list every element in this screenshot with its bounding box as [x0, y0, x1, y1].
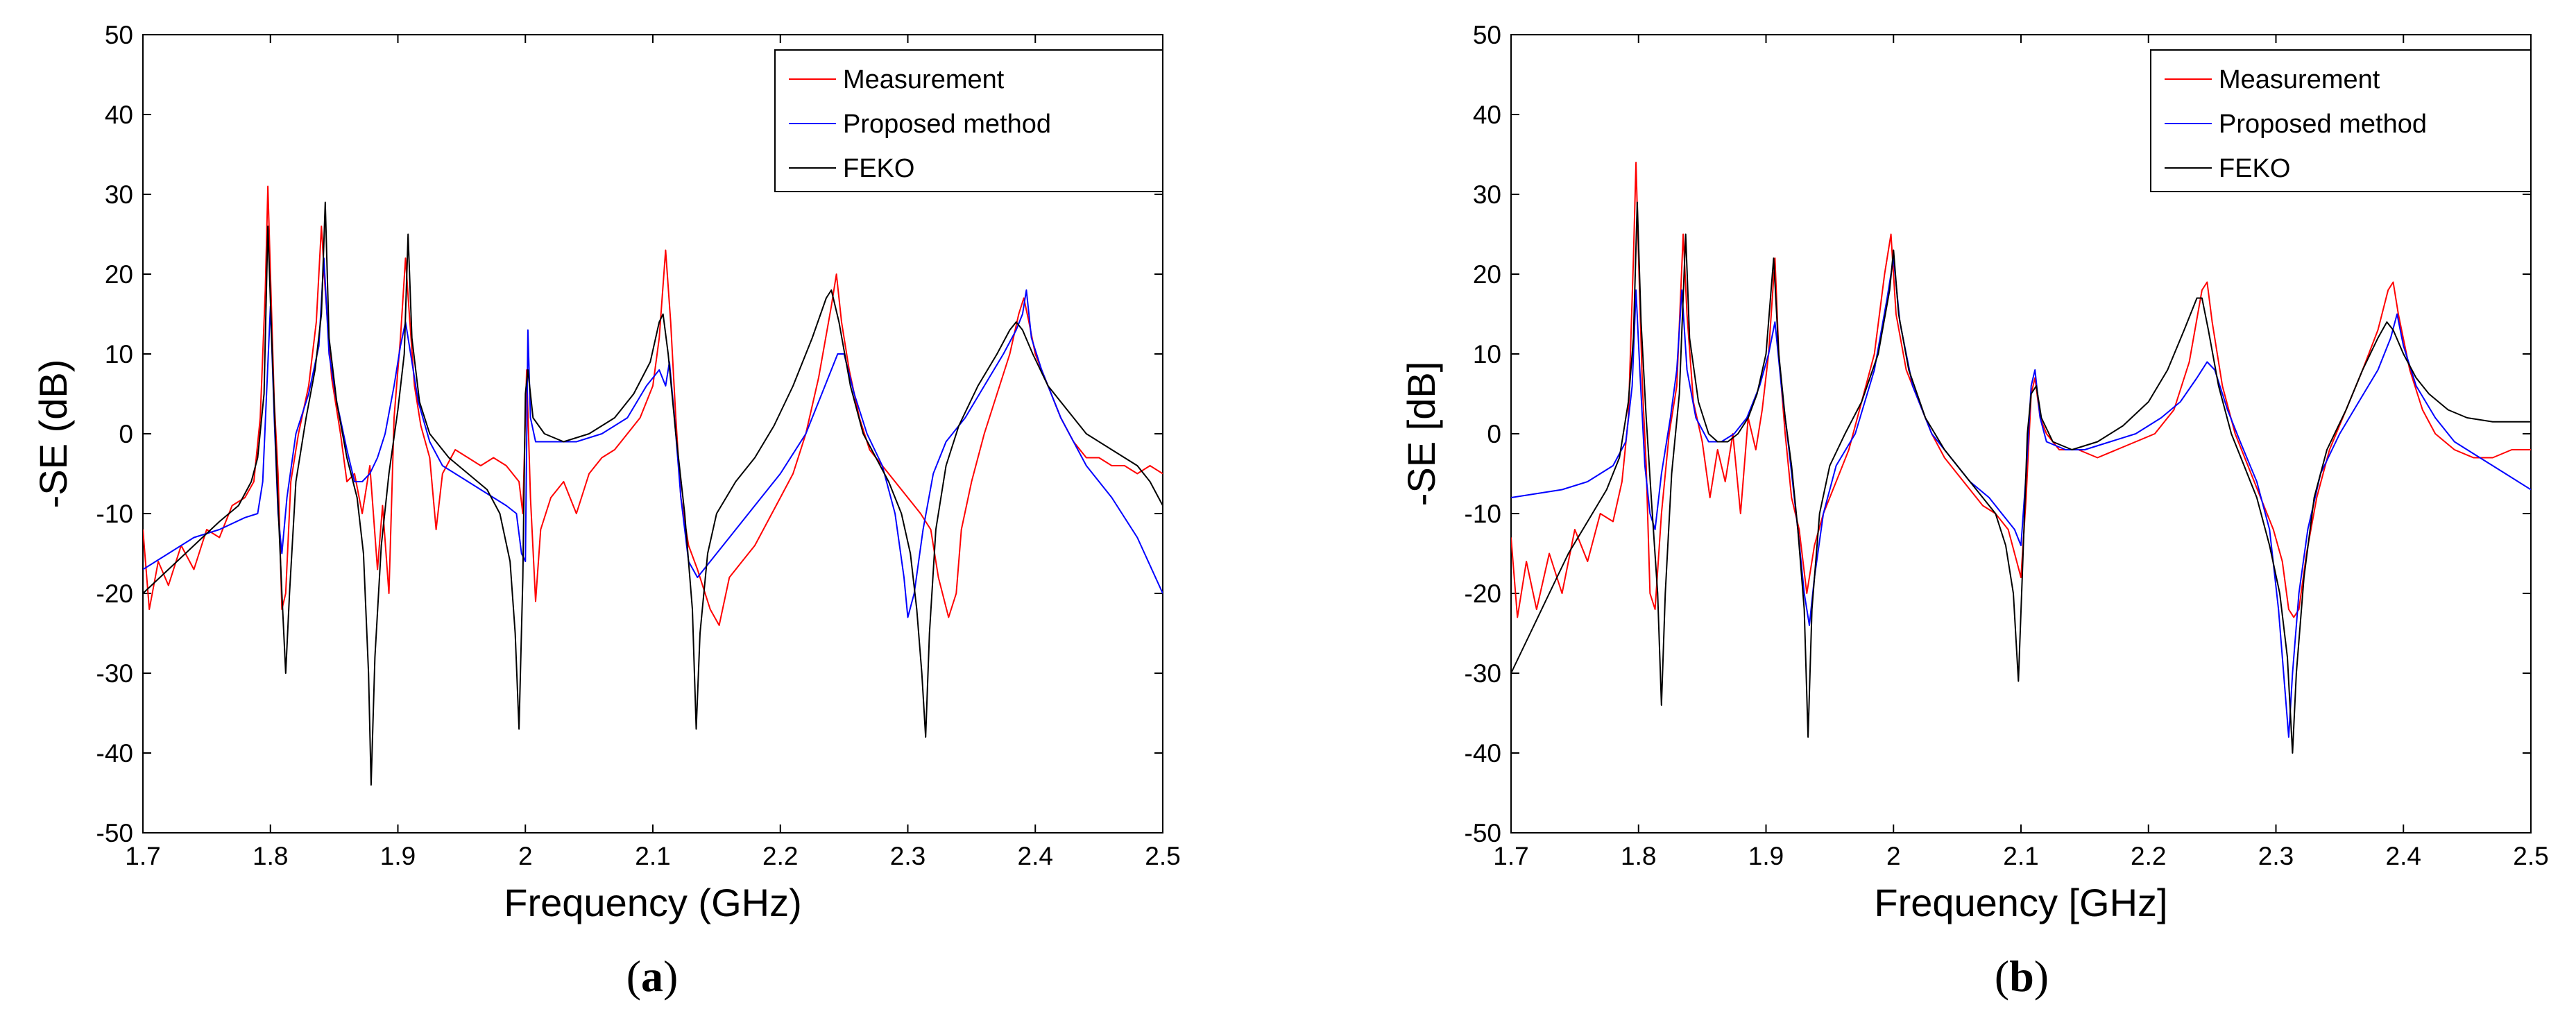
y-tick-label: 40 — [1473, 101, 1501, 129]
x-tick-label: 2.5 — [1145, 842, 1180, 870]
x-tick-label: 2.1 — [2003, 842, 2038, 870]
x-tick-label: 2 — [1886, 842, 1901, 870]
x-tick-label: 2.3 — [2258, 842, 2294, 870]
y-tick-label: 50 — [105, 21, 133, 49]
caption-close: ) — [663, 951, 678, 1001]
x-tick-label: 2.1 — [635, 842, 670, 870]
y-tick-label: -40 — [1465, 739, 1501, 768]
x-tick-label: 2 — [518, 842, 533, 870]
y-axis-label: -SE [dB] — [1399, 362, 1443, 507]
y-tick-label: 0 — [1487, 420, 1501, 448]
y-tick-label: 10 — [1473, 340, 1501, 369]
series-line-feko — [143, 201, 1163, 786]
legend-label: Measurement — [843, 65, 1005, 94]
legend-box — [2150, 49, 2532, 192]
series-line-feko — [1511, 201, 2531, 754]
y-tick-label: -30 — [96, 659, 133, 688]
y-tick-label: -40 — [96, 739, 133, 768]
y-tick-label: 10 — [105, 340, 133, 369]
x-tick-label: 2.4 — [2386, 842, 2421, 870]
x-tick-label: 1.7 — [125, 842, 160, 870]
caption-open: ( — [626, 951, 641, 1001]
y-tick-label: 50 — [1473, 21, 1501, 49]
x-tick-label: 2.5 — [2513, 842, 2548, 870]
legend-label: FEKO — [2219, 154, 2290, 183]
x-tick-label: 1.9 — [1748, 842, 1784, 870]
y-tick-label: -20 — [1465, 580, 1501, 608]
caption-letter: a — [641, 951, 663, 1001]
y-tick-label: -10 — [1465, 500, 1501, 528]
legend-label: Proposed method — [2219, 110, 2427, 139]
caption-close: ) — [2034, 951, 2049, 1001]
series-line-proposed-method — [143, 257, 1163, 618]
y-tick-label: 40 — [105, 101, 133, 129]
y-tick-label: -10 — [96, 500, 133, 528]
legend-label: Proposed method — [843, 110, 1051, 139]
y-tick-label: -30 — [1465, 659, 1501, 688]
y-tick-label: -20 — [96, 580, 133, 608]
series-line-measurement — [143, 185, 1163, 626]
panel-caption: (b) — [1995, 951, 2049, 1001]
y-tick-label: 0 — [119, 420, 133, 448]
x-tick-label: 1.8 — [253, 842, 288, 870]
x-tick-label: 2.2 — [2131, 842, 2166, 870]
x-tick-label: 1.9 — [380, 842, 416, 870]
y-tick-label: 30 — [105, 180, 133, 209]
x-axis-label: Frequency (GHz) — [504, 881, 801, 924]
x-axis-label: Frequency [GHz] — [1874, 881, 2167, 924]
panel-a: 1.7 1.8 1.9 2 2.1 2.2 2.3 2.4 2.5 -50 -40 -30 -20 -10… — [31, 21, 1181, 1001]
y-tick-label: -50 — [96, 819, 133, 847]
caption-open: ( — [1995, 951, 2009, 1001]
y-tick-label: 20 — [1473, 260, 1501, 289]
y-tick-label: 30 — [1473, 180, 1501, 209]
caption-letter: b — [2009, 951, 2034, 1001]
x-tick-label: 2.2 — [762, 842, 798, 870]
y-axis-label: -SE (dB) — [31, 359, 75, 509]
legend-box — [774, 49, 1163, 192]
y-tick-label: -50 — [1465, 819, 1501, 847]
panel-b: 1.7 1.8 1.9 2 2.1 2.2 2.3 2.4 2.5 -50 -40 -30 -20 -10… — [1399, 21, 2549, 1001]
x-tick-label: 2.4 — [1018, 842, 1053, 870]
x-tick-label: 1.8 — [1621, 842, 1656, 870]
y-tick-label: 20 — [105, 260, 133, 289]
x-tick-label: 1.7 — [1493, 842, 1528, 870]
panel-caption: (a) — [626, 951, 679, 1001]
legend-label: Measurement — [2219, 65, 2380, 94]
legend-label: FEKO — [843, 154, 914, 183]
x-tick-label: 2.3 — [890, 842, 926, 870]
